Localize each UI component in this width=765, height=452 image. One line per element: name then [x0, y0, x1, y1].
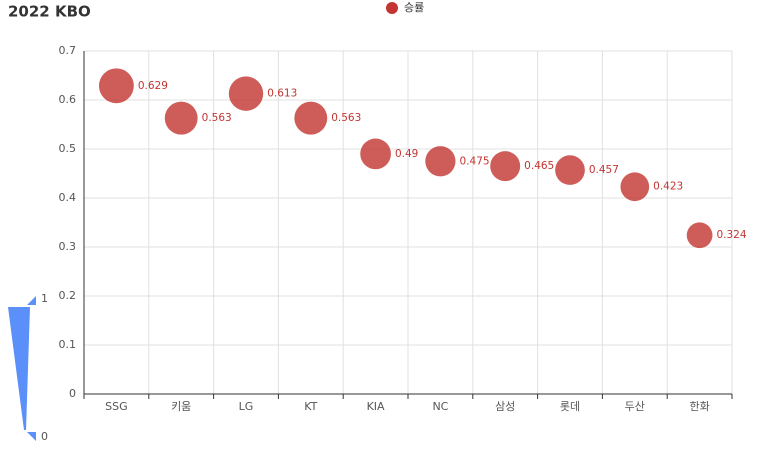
x-tick-label: LG [239, 400, 254, 413]
y-tick-label: 0.4 [59, 191, 77, 204]
y-tick-label: 0.5 [59, 142, 77, 155]
data-label: 0.457 [589, 164, 619, 176]
data-label: 0.465 [524, 160, 554, 172]
y-tick-label: 0.6 [59, 93, 77, 106]
data-label: 0.629 [138, 80, 168, 92]
x-tick-label: KT [304, 400, 317, 413]
y-tick-label: 0.2 [59, 289, 77, 302]
x-tick-label: KIA [367, 400, 385, 413]
y-tick-label: 0 [69, 387, 76, 400]
x-tick-label: 롯데 [560, 400, 580, 413]
visual-map-label: 0 [41, 430, 48, 443]
legend-label: 승률 [404, 1, 424, 14]
bubble [490, 151, 521, 182]
visual-map-label: 1 [41, 292, 48, 305]
bubble [164, 101, 198, 135]
bubble [228, 76, 264, 111]
data-label: 0.324 [716, 229, 746, 241]
x-tick-label: SSG [105, 400, 128, 413]
y-tick-label: 0.7 [59, 44, 77, 57]
data-label: 0.563 [202, 112, 232, 124]
x-tick-label: 두산 [625, 400, 645, 413]
y-tick-label: 0.3 [59, 240, 77, 253]
data-label: 0.49 [395, 148, 418, 160]
bubble [294, 101, 328, 135]
visual-map-bar [8, 307, 30, 430]
bubble [686, 222, 713, 249]
data-label: 0.423 [653, 181, 683, 193]
visual-map-handle [27, 432, 36, 441]
bubble [425, 146, 456, 177]
legend-marker [386, 2, 398, 14]
bubble [360, 138, 391, 170]
data-label: 0.475 [460, 155, 490, 167]
chart-title: 2022 KBO [8, 3, 91, 21]
data-label: 0.563 [331, 112, 361, 124]
x-tick-label: 한화 [689, 400, 709, 413]
bubble [98, 68, 134, 104]
bubble [555, 155, 585, 185]
bubble [620, 172, 650, 202]
x-tick-label: NC [432, 400, 448, 413]
data-label: 0.613 [267, 88, 297, 100]
x-tick-label: 삼성 [495, 400, 515, 413]
y-tick-label: 0.1 [59, 338, 77, 351]
x-tick-label: 키움 [171, 400, 191, 413]
visual-map-handle [27, 296, 36, 305]
